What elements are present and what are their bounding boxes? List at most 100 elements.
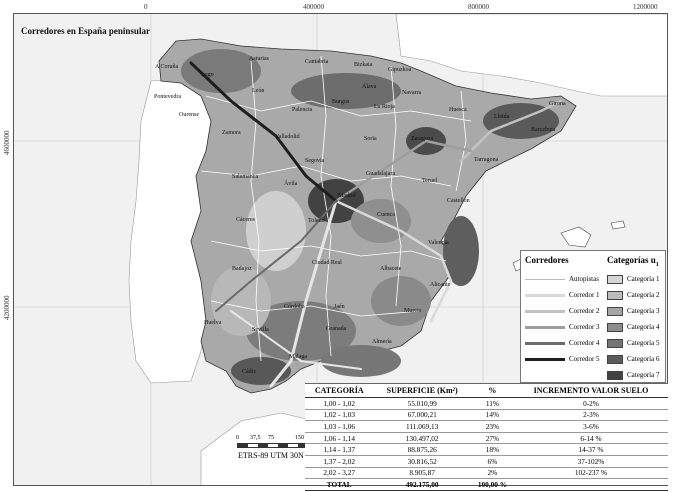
cell: TOTAL [305, 478, 374, 491]
corridor-legend-item: Corredor 2 [525, 305, 600, 317]
place-label: Ourense [179, 112, 199, 118]
table-header-row: CATEGORÍA SUPERFICIE (Km²) % INCREMENTO … [305, 384, 668, 398]
category-legend-item: Categoría 3 [607, 305, 659, 317]
corridor-legend-item: Corredor 3 [525, 321, 600, 333]
cell: 14% [470, 409, 514, 422]
france-land [395, 14, 667, 97]
cell: 11% [470, 397, 514, 410]
map-panel: Corredores en España peninsular A Coruña… [13, 13, 668, 486]
place-label: Asturias [249, 56, 269, 62]
corridors-legend-title: Corredores [525, 255, 569, 265]
cell: 88.875,26 [373, 443, 471, 456]
place-label: Soria [364, 136, 377, 142]
place-label: Valladolid [275, 134, 300, 140]
cell: 27% [470, 432, 514, 445]
cell: 1,14 - 1,37 [305, 443, 374, 456]
cell: 6-14 % [513, 432, 668, 445]
place-label: Almería [372, 339, 392, 345]
corridor-legend-item: Corredor 1 [525, 289, 600, 301]
table-row: 1,06 - 1,14 130.497,02 27% 6-14 % [305, 432, 668, 445]
cell: 2% [470, 467, 514, 480]
place-label: Alicante [430, 282, 451, 288]
scale-tick: 37,5 [250, 435, 261, 441]
place-label: Bizkaia [354, 62, 373, 68]
cell: 55.010,99 [373, 397, 471, 410]
place-label: Teruel [422, 178, 438, 184]
place-label: Palencia [292, 107, 313, 113]
place-label: Huelva [204, 320, 222, 326]
cell: 67.000,21 [373, 409, 471, 422]
cell: 18% [470, 443, 514, 456]
category-label: Categoría 4 [627, 323, 660, 331]
corridor-swatch [525, 357, 565, 361]
place-label: La Rioja [374, 104, 395, 110]
place-label: Málaga [289, 354, 307, 360]
place-label: Navarra [402, 90, 422, 96]
x-tick-800000: 800000 [468, 3, 489, 11]
corridor-legend-item: Corredor 5 [525, 353, 600, 365]
corridor-label: Autopistas [569, 275, 599, 283]
category-legend-item: Categoría 5 [607, 337, 659, 349]
category-label: Categoría 2 [627, 291, 660, 299]
table-row: 1,02 - 1,03 67.000,21 14% 2-3% [305, 409, 668, 422]
category-swatch [607, 274, 623, 284]
map-canvas [14, 14, 667, 485]
place-label: Zamora [222, 130, 241, 136]
category-legend-item: Categoría 4 [607, 321, 659, 333]
cell: 1,03 - 1,06 [305, 420, 374, 433]
cell [513, 478, 668, 491]
category-swatch [607, 354, 623, 364]
place-label: Álava [362, 84, 377, 90]
cell: 2-3% [513, 409, 668, 422]
cell: 130.497,02 [373, 432, 471, 445]
cell: 102-237 % [513, 467, 668, 480]
place-label: León [252, 88, 265, 94]
place-label: Segovia [305, 158, 325, 164]
corridor-swatch [525, 325, 565, 329]
categories-legend-title: Categorías u1 [607, 255, 659, 268]
place-label: Madrid [338, 193, 356, 199]
place-label: A Coruña [155, 64, 179, 70]
cell: 100,00 % [470, 478, 514, 491]
category-table-grid: CATEGORÍA SUPERFICIE (Km²) % INCREMENTO … [305, 384, 668, 491]
place-label: Albacete [380, 266, 402, 272]
scale-bar: 0 37,5 75 150 km ETRS-89 UTM 30N [230, 432, 320, 462]
corridor-label: Corredor 3 [569, 323, 600, 331]
cell: 14-37 % [513, 443, 668, 456]
scale-tick: 150 km [295, 435, 313, 441]
place-label: Ciudad Real [312, 260, 342, 266]
place-label: Girona [549, 101, 566, 107]
place-label: Cádiz [242, 369, 256, 375]
corridor-label: Corredor 2 [569, 307, 600, 315]
place-label: Zaragoza [411, 136, 434, 142]
category-legend-item: Categoría 1 [607, 273, 659, 285]
corridor-label: Corredor 5 [569, 355, 600, 363]
cell: 1,02 - 1,03 [305, 409, 374, 422]
corridor-swatch [525, 278, 565, 280]
corridor-swatch [525, 341, 565, 345]
table-total-row: TOTAL 492.175,00 100,00 % [305, 478, 668, 491]
cell: 30.816,52 [373, 455, 471, 468]
place-label: Toledo [308, 218, 325, 224]
corridor-swatch [525, 293, 565, 297]
place-label: Murcia [404, 308, 422, 314]
place-label: Jaén [334, 304, 345, 310]
table-row: 1,14 - 1,37 88.875,26 18% 14-37 % [305, 443, 668, 456]
place-label: Lugo [201, 72, 214, 78]
scale-bar-graphic [237, 443, 315, 448]
cell: 1,00 - 1,02 [305, 397, 374, 410]
x-tick-0: 0 [144, 3, 148, 11]
x-tick-1200000: 1200000 [633, 3, 658, 11]
cell: 37-102% [513, 455, 668, 468]
categories-legend-title-sub: 1 [655, 261, 659, 268]
place-label: Barcelona [531, 127, 556, 133]
cell: 1,06 - 1,14 [305, 432, 374, 445]
category-swatch [607, 322, 623, 332]
cell: 492.175,00 [373, 478, 471, 491]
category-legend-item: Categoría 2 [607, 289, 659, 301]
corridor-label: Corredor 1 [569, 291, 600, 299]
category-label: Categoría 6 [627, 355, 660, 363]
category-label: Categoría 1 [627, 275, 660, 283]
place-label: Huesca [449, 107, 467, 113]
place-label: Tarragona [474, 157, 499, 163]
